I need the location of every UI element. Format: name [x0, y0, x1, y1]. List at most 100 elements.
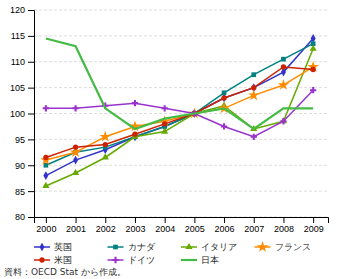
legend-label: カナダ [128, 242, 156, 252]
y-tick: 105 [10, 83, 34, 93]
series-line [46, 67, 313, 160]
legend-label: イタリア [201, 242, 237, 252]
series-marker [132, 132, 137, 137]
y-tick-label: 105 [10, 83, 25, 93]
x-tick-label: 2009 [304, 224, 324, 234]
grid-line [34, 35, 328, 36]
y-tick-label: 100 [10, 109, 25, 119]
x-tick-mark [194, 217, 195, 223]
x-tick-mark [76, 217, 77, 223]
series-marker [307, 61, 318, 72]
y-tick-mark [28, 10, 34, 11]
x-tick-label: 2005 [185, 224, 205, 234]
x-tick-mark [135, 217, 136, 223]
x-tick-label: 2007 [244, 224, 264, 234]
y-axis-line [28, 11, 35, 218]
legend-item: フランス [255, 241, 311, 252]
legend-item: カナダ [108, 242, 156, 252]
x-tick-label: 2002 [96, 224, 116, 234]
y-tick: 110 [11, 57, 34, 67]
y-tick: 100 [10, 109, 34, 119]
series-marker [311, 67, 316, 72]
series-marker [43, 105, 49, 111]
x-tick-label: 2001 [66, 224, 86, 234]
series-marker [161, 127, 168, 133]
legend-item: 英国 [34, 242, 72, 252]
series-marker [102, 153, 109, 159]
x-tick-mark [313, 217, 314, 223]
y-tick-mark [28, 88, 34, 89]
plot: 2000 2001 2002 2003 2004 2005 2006 2007 2008 2009… [10, 5, 329, 234]
y-tick-mark [28, 114, 34, 115]
x-tick-label: 2008 [274, 224, 294, 234]
series-marker [251, 134, 257, 140]
legend-item: 米国 [34, 255, 72, 265]
series-marker [73, 156, 78, 165]
grid-line [34, 10, 328, 11]
annotation: 資料：OECD Stat から作成。 [4, 267, 126, 277]
series-marker [251, 85, 256, 90]
x-axis: 2000 2001 2002 2003 2004 2005 2006 2007 2008 2009 [35, 217, 329, 234]
x-tick: 2007 [244, 217, 264, 234]
series-marker [72, 169, 79, 175]
x-tick-mark [254, 217, 255, 223]
y-tick-label: 95 [15, 135, 25, 145]
x-tick-mark [105, 217, 106, 223]
series-marker [280, 118, 286, 124]
y-tick-mark [28, 217, 34, 218]
x-tick: 2001 [66, 217, 86, 234]
series-line [46, 44, 313, 166]
x-tick: 2004 [155, 217, 175, 234]
legend-label: ドイツ [128, 255, 155, 265]
y-tick: 80 [15, 212, 34, 222]
series-marker [278, 79, 289, 90]
legend-symbol [185, 243, 192, 249]
y-tick: 85 [15, 187, 34, 197]
series-marker [162, 121, 167, 126]
chart: 2000 2001 2002 2003 2004 2005 2006 2007 2008 2009… [0, 0, 340, 279]
y-tick: 95 [15, 135, 34, 145]
legend-item: ドイツ [108, 255, 155, 265]
y-tick: 115 [11, 31, 34, 41]
x-axis-line [35, 218, 329, 224]
legend-label: 米国 [54, 255, 72, 265]
legend-symbol [257, 241, 268, 252]
x-tick-label: 2006 [215, 224, 235, 234]
y-tick-label: 80 [15, 212, 25, 222]
series-marker [222, 90, 227, 95]
x-tick-mark [165, 217, 166, 223]
x-tick-mark [283, 217, 284, 223]
grid-line [34, 165, 328, 166]
legend-swatch [181, 259, 197, 261]
series-marker [44, 163, 49, 168]
x-tick-label: 2003 [125, 224, 145, 234]
x-tick: 2003 [125, 217, 145, 234]
legend-label: フランス [275, 242, 311, 252]
series-marker [42, 182, 49, 188]
series-marker [43, 155, 48, 160]
series-marker [162, 105, 168, 111]
legend-label: 英国 [54, 242, 72, 252]
series-marker [310, 45, 317, 51]
series-marker [100, 131, 111, 142]
y-tick-mark [28, 139, 34, 140]
x-tick: 2002 [96, 217, 116, 234]
x-tick: 2009 [304, 217, 324, 234]
x-tick-label: 2000 [36, 224, 56, 234]
legend-symbol [113, 245, 118, 250]
legend-symbol [39, 257, 44, 262]
legend-symbol [112, 257, 118, 263]
x-tick: 2006 [215, 217, 235, 234]
series-marker [221, 123, 227, 129]
series-line [46, 90, 313, 137]
x-tick: 2005 [185, 217, 205, 234]
series-marker [43, 171, 48, 180]
y-tick-label: 110 [11, 57, 25, 67]
y-tick-mark [28, 36, 34, 37]
y-tick-mark [28, 62, 34, 63]
series-line [46, 38, 313, 175]
series-line [46, 38, 313, 129]
legend-item: イタリア [181, 242, 237, 252]
x-tick-label: 2004 [155, 224, 175, 234]
x-tick: 2000 [36, 217, 56, 234]
